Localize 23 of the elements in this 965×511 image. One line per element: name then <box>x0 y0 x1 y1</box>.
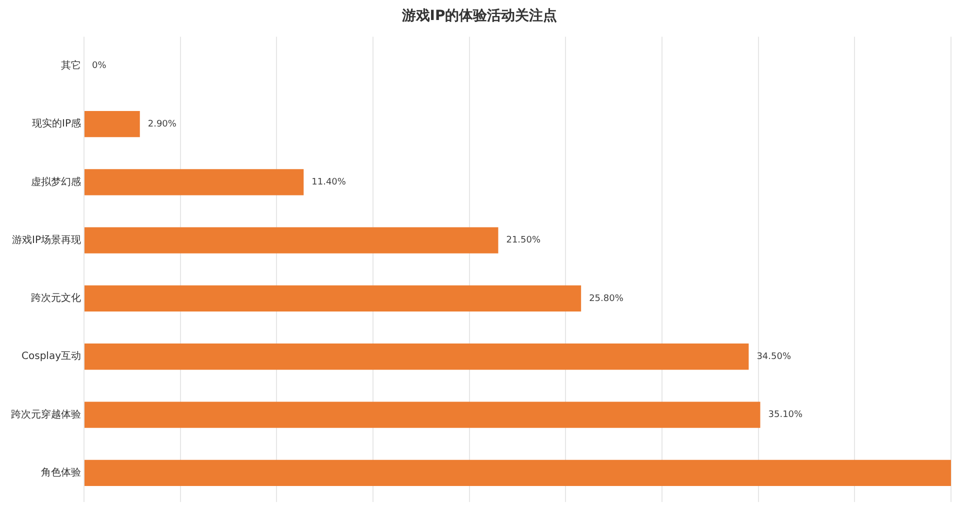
data-label: 35.10% <box>768 410 804 420</box>
y-tick-label: 虚拟梦幻感 <box>31 176 81 188</box>
bar <box>84 285 582 312</box>
y-tick-label: 跨次元文化 <box>31 292 81 304</box>
bar <box>84 402 760 428</box>
data-label: 34.50% <box>756 352 792 362</box>
data-label: 11.40% <box>312 178 346 188</box>
bar <box>84 344 749 370</box>
data-label: 25.80% <box>589 294 624 304</box>
y-tick-label: 角色体验 <box>41 466 81 479</box>
chart-title: 游戏IP的体验活动关注点 <box>400 7 558 24</box>
bar <box>84 169 304 196</box>
bar <box>84 110 140 138</box>
bar <box>84 460 951 486</box>
y-tick-label: 现实的IP感 <box>32 118 81 130</box>
data-label: 0% <box>92 61 107 72</box>
data-label: 21.50% <box>506 236 541 246</box>
y-tick-label: Cosplay互动 <box>22 351 81 362</box>
y-tick-label: 其它 <box>61 59 81 72</box>
bar <box>84 227 498 254</box>
y-tick-label: 游戏IP场景再现 <box>12 234 81 246</box>
y-tick-label: 跨次元穿越体验 <box>11 408 81 420</box>
data-label: 2.90% <box>148 119 177 130</box>
